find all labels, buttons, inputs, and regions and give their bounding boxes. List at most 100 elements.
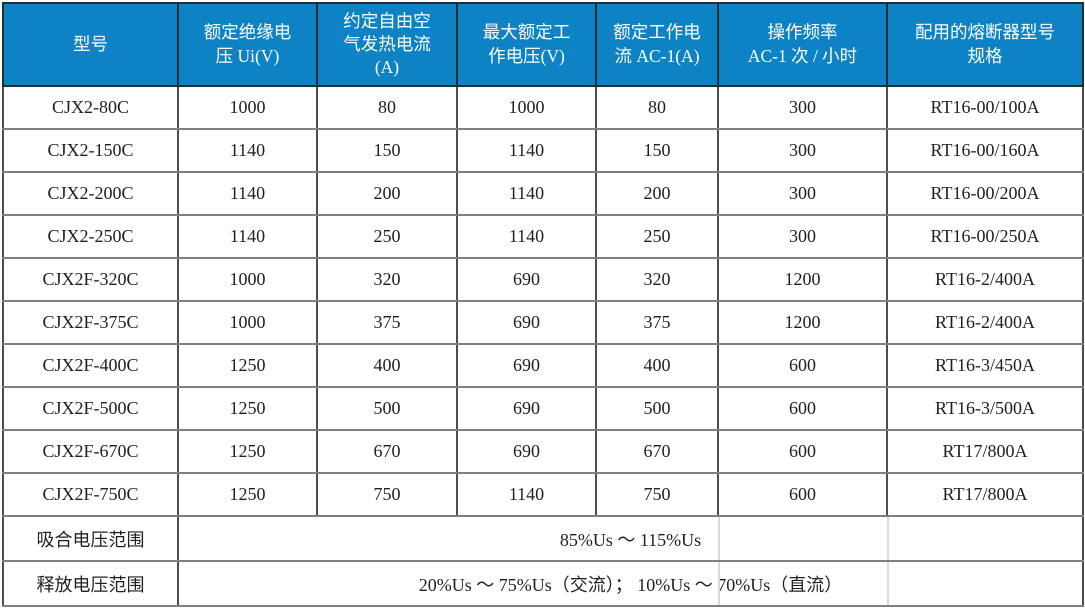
cell-operating-frequency: 300	[717, 85, 888, 130]
cell-fuse-spec: RT16-00/160A	[886, 128, 1084, 173]
cell-operating-frequency: 1200	[717, 300, 888, 345]
table-row: CJX2-250C 1140 250 1140 250 300 RT16-00/…	[2, 214, 1084, 259]
cell-model: CJX2F-670C	[2, 429, 179, 474]
cell-thermal-current: 375	[316, 300, 458, 345]
pickup-voltage-range: 85%Us ～ 115%Us	[559, 529, 702, 550]
column-header-thermal-current: 约定自由空 气发热电流 (A)	[316, 2, 458, 87]
cell-thermal-current: 200	[316, 171, 458, 216]
column-header-working-current: 额定工作电 流 AC-1(A)	[595, 2, 719, 87]
table-row: CJX2F-500C 1250 500 690 500 600 RT16-3/5…	[2, 386, 1084, 431]
cell-model: CJX2-150C	[2, 128, 179, 173]
table-row: CJX2F-750C 1250 750 1140 750 600 RT17/80…	[2, 472, 1084, 517]
table-row: CJX2F-375C 1000 375 690 375 1200 RT16-2/…	[2, 300, 1084, 345]
cell-max-working-voltage: 1000	[456, 85, 597, 130]
table-row: CJX2F-400C 1250 400 690 400 600 RT16-3/4…	[2, 343, 1084, 388]
cell-max-working-voltage: 690	[456, 386, 597, 431]
cell-thermal-current: 250	[316, 214, 458, 259]
column-header-fuse-spec: 配用的熔断器型号 规格	[886, 2, 1084, 87]
cell-operating-frequency: 600	[717, 429, 888, 474]
cell-working-current: 80	[595, 85, 719, 130]
cell-max-working-voltage: 690	[456, 343, 597, 388]
cell-working-current: 320	[595, 257, 719, 302]
cell-thermal-current: 400	[316, 343, 458, 388]
cell-operating-frequency: 300	[717, 171, 888, 216]
cell-model: CJX2F-750C	[2, 472, 179, 517]
cell-working-current: 750	[595, 472, 719, 517]
footer-value-pickup-voltage: 85%Us ～ 115%Us	[177, 515, 1084, 562]
cell-operating-frequency: 600	[717, 343, 888, 388]
cell-insulation-voltage: 1250	[177, 343, 318, 388]
cell-max-working-voltage: 690	[456, 257, 597, 302]
faint-column-divider	[886, 518, 889, 559]
cell-insulation-voltage: 1250	[177, 386, 318, 431]
cell-thermal-current: 750	[316, 472, 458, 517]
cell-max-working-voltage: 690	[456, 429, 597, 474]
table-row: CJX2-80C 1000 80 1000 80 300 RT16-00/100…	[2, 85, 1084, 130]
cell-working-current: 400	[595, 343, 719, 388]
cell-fuse-spec: RT16-00/100A	[886, 85, 1084, 130]
table-row: CJX2F-320C 1000 320 690 320 1200 RT16-2/…	[2, 257, 1084, 302]
cell-fuse-spec: RT16-3/450A	[886, 343, 1084, 388]
cell-insulation-voltage: 1250	[177, 472, 318, 517]
column-header-operating-frequency: 操作频率 AC-1 次 / 小时	[717, 2, 888, 87]
cell-operating-frequency: 300	[717, 128, 888, 173]
table-row: CJX2-200C 1140 200 1140 200 300 RT16-00/…	[2, 171, 1084, 216]
cell-fuse-spec: RT16-00/200A	[886, 171, 1084, 216]
cell-model: CJX2F-500C	[2, 386, 179, 431]
cell-fuse-spec: RT16-2/400A	[886, 300, 1084, 345]
footer-label-pickup-voltage: 吸合电压范围	[2, 515, 179, 562]
footer-value-release-voltage: 20%Us ～ 75%Us（交流）； 10%Us ～ 70%Us（直流）	[177, 560, 1084, 607]
column-header-max-working-voltage: 最大额定工 作电压(V)	[456, 2, 597, 87]
cell-insulation-voltage: 1140	[177, 128, 318, 173]
cell-insulation-voltage: 1000	[177, 300, 318, 345]
pickup-voltage-row: 吸合电压范围 85%Us ～ 115%Us	[2, 515, 1084, 562]
cell-fuse-spec: RT16-3/500A	[886, 386, 1084, 431]
cell-operating-frequency: 600	[717, 472, 888, 517]
cell-working-current: 670	[595, 429, 719, 474]
cell-insulation-voltage: 1140	[177, 214, 318, 259]
cell-max-working-voltage: 1140	[456, 171, 597, 216]
release-voltage-row: 释放电压范围 20%Us ～ 75%Us（交流）； 10%Us ～ 70%Us（…	[2, 560, 1084, 607]
cell-model: CJX2-80C	[2, 85, 179, 130]
cell-max-working-voltage: 1140	[456, 472, 597, 517]
table-row: CJX2-150C 1140 150 1140 150 300 RT16-00/…	[2, 128, 1084, 173]
cell-model: CJX2F-400C	[2, 343, 179, 388]
cell-thermal-current: 670	[316, 429, 458, 474]
cell-working-current: 375	[595, 300, 719, 345]
cell-thermal-current: 150	[316, 128, 458, 173]
cell-operating-frequency: 300	[717, 214, 888, 259]
cell-insulation-voltage: 1250	[177, 429, 318, 474]
cell-thermal-current: 80	[316, 85, 458, 130]
cell-model: CJX2F-375C	[2, 300, 179, 345]
faint-column-divider	[718, 563, 721, 604]
cell-working-current: 500	[595, 386, 719, 431]
cell-max-working-voltage: 690	[456, 300, 597, 345]
cell-fuse-spec: RT17/800A	[886, 429, 1084, 474]
cell-thermal-current: 500	[316, 386, 458, 431]
table-row: CJX2F-670C 1250 670 690 670 600 RT17/800…	[2, 429, 1084, 474]
cell-operating-frequency: 1200	[717, 257, 888, 302]
cell-max-working-voltage: 1140	[456, 128, 597, 173]
table-footer: 吸合电压范围 85%Us ～ 115%Us 释放电压范围 20%Us ～ 75%…	[2, 515, 1084, 607]
cell-working-current: 200	[595, 171, 719, 216]
cell-insulation-voltage: 1140	[177, 171, 318, 216]
cell-thermal-current: 320	[316, 257, 458, 302]
table-body: CJX2-80C 1000 80 1000 80 300 RT16-00/100…	[2, 85, 1084, 517]
cell-working-current: 250	[595, 214, 719, 259]
cell-model: CJX2-200C	[2, 171, 179, 216]
cell-model: CJX2-250C	[2, 214, 179, 259]
column-header-insulation-voltage: 额定绝缘电 压 Ui(V)	[177, 2, 318, 87]
cell-fuse-spec: RT17/800A	[886, 472, 1084, 517]
cell-max-working-voltage: 1140	[456, 214, 597, 259]
cell-operating-frequency: 600	[717, 386, 888, 431]
cell-insulation-voltage: 1000	[177, 257, 318, 302]
cell-fuse-spec: RT16-00/250A	[886, 214, 1084, 259]
column-header-model: 型号	[2, 2, 179, 87]
release-voltage-range: 20%Us ～ 75%Us（交流）； 10%Us ～ 70%Us（直流）	[418, 574, 843, 595]
faint-column-divider	[886, 563, 889, 604]
cell-model: CJX2F-320C	[2, 257, 179, 302]
cell-working-current: 150	[595, 128, 719, 173]
header-row: 型号 额定绝缘电 压 Ui(V) 约定自由空 气发热电流 (A) 最大额定工 作…	[2, 2, 1084, 87]
